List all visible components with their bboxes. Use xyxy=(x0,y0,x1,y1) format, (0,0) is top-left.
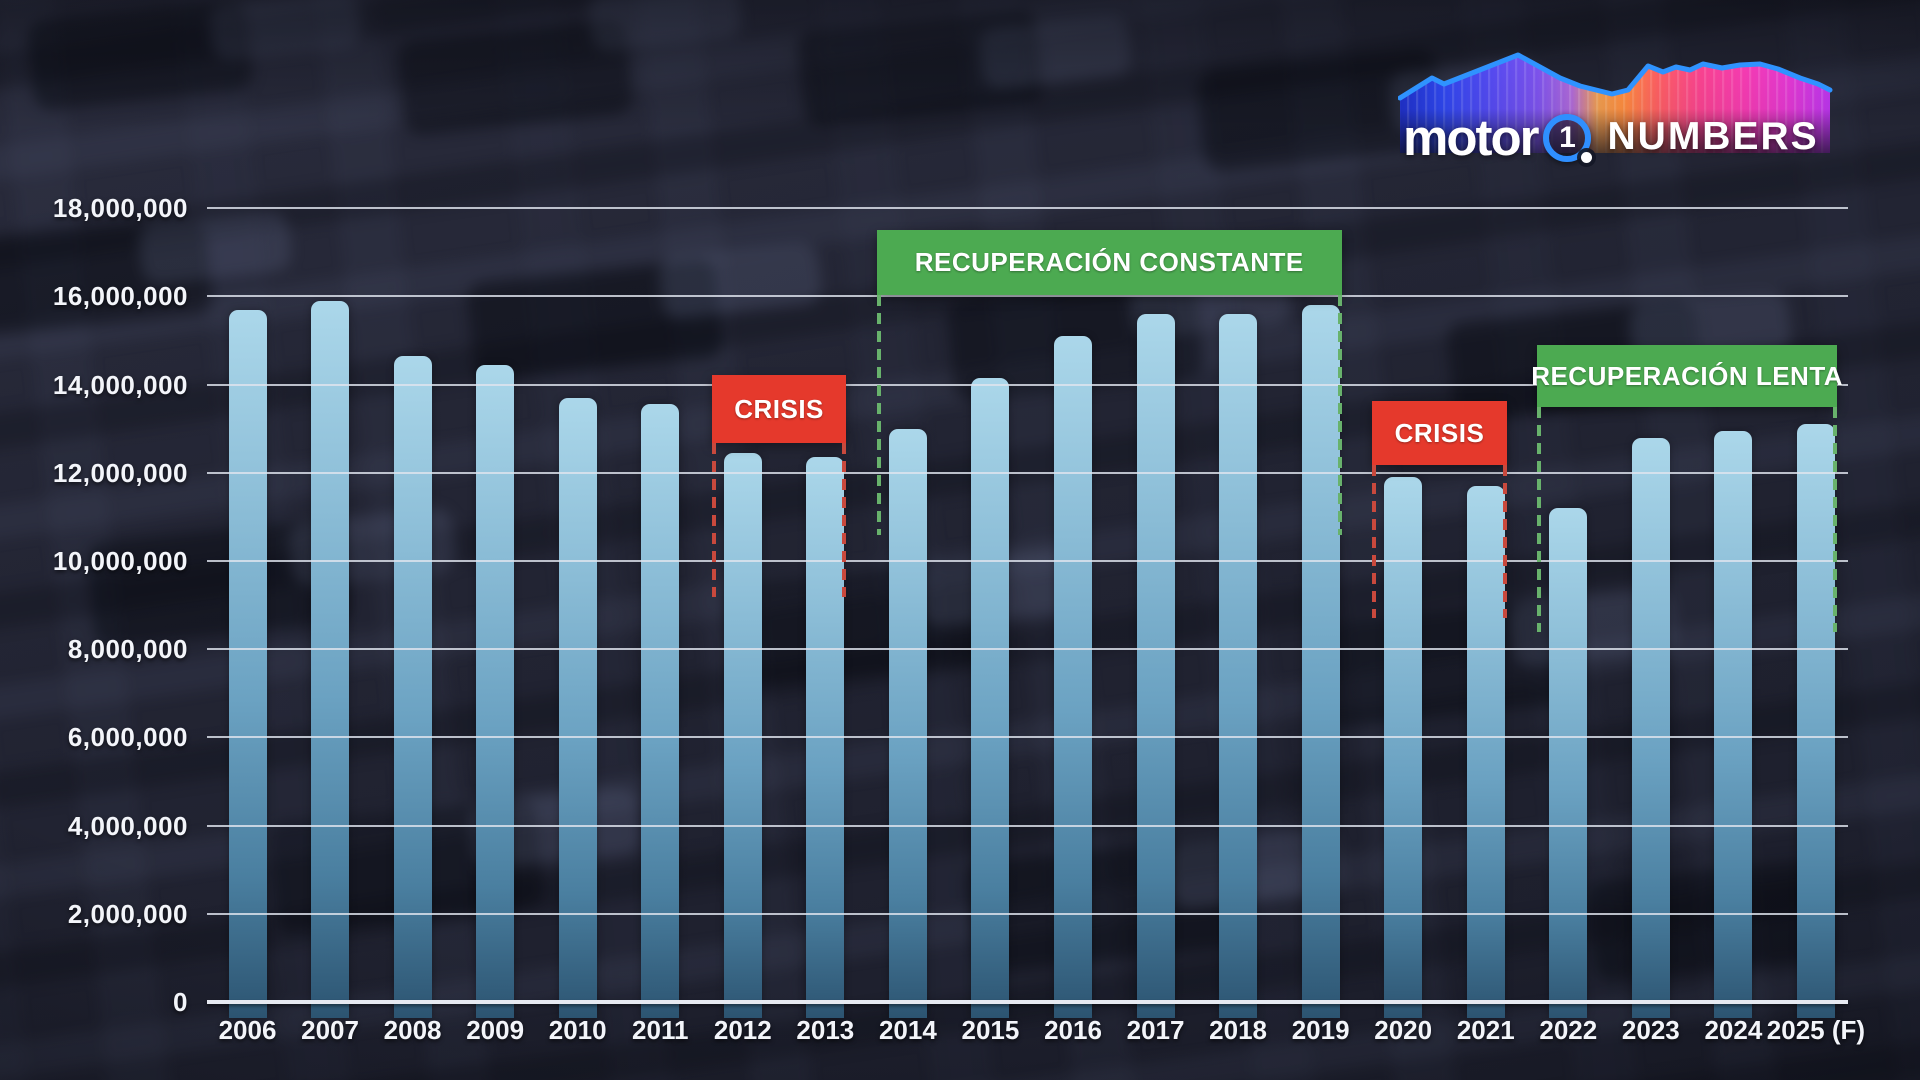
gridline xyxy=(207,560,1848,562)
annotation-dash-left xyxy=(711,443,716,597)
annotation-box-crisis: CRISIS xyxy=(1372,401,1507,465)
annotation-dash-left xyxy=(1372,465,1377,618)
annotation-dash-right xyxy=(1832,407,1837,632)
bar-2022 xyxy=(1549,508,1588,1018)
bar-2010 xyxy=(558,397,597,1018)
logo-brand-numbers: NUMBERS xyxy=(1607,115,1819,158)
x-axis-line xyxy=(207,1000,1848,1004)
y-tick-label: 14,000,000 xyxy=(52,369,188,400)
annotation-box-recovery: RECUPERACIÓN LENTA xyxy=(1531,345,1843,407)
bar-2006 xyxy=(228,309,267,1018)
logo-brand-motor: motor xyxy=(1403,108,1539,166)
logo-badge-one: 1 xyxy=(1543,114,1593,163)
annotation-dash-right xyxy=(1337,295,1342,535)
logo-period-dot xyxy=(1581,152,1593,163)
bar-2015 xyxy=(971,377,1010,1018)
annotation-dash-right xyxy=(842,443,847,597)
y-tick-label: 10,000,000 xyxy=(52,546,188,576)
bar-2019 xyxy=(1301,305,1340,1018)
bar-2024 xyxy=(1714,430,1753,1018)
bar-2016 xyxy=(1054,336,1092,1018)
bar-2014 xyxy=(888,428,927,1018)
bar-2008 xyxy=(393,355,432,1018)
y-tick-label: 18,000,000 xyxy=(52,193,188,224)
annotation-box-recovery: RECUPERACIÓN CONSTANTE xyxy=(876,230,1342,295)
gridline xyxy=(207,207,1848,210)
gridline xyxy=(207,648,1848,651)
annotation-dash-right xyxy=(1502,465,1507,618)
bar-2011 xyxy=(641,404,680,1018)
annotation-dash-left xyxy=(876,295,881,535)
motor1-numbers-logo: motor 1 NUMBERS xyxy=(1395,50,1875,185)
y-tick-label: 12,000,000 xyxy=(52,457,188,488)
y-tick-label: 16,000,000 xyxy=(52,281,188,312)
y-tick-label: 0 xyxy=(173,987,188,1017)
gridline xyxy=(207,736,1848,739)
bar-2009 xyxy=(476,364,515,1018)
gridline xyxy=(207,471,1848,474)
y-tick-label: 8,000,000 xyxy=(67,634,188,665)
bar-2007 xyxy=(311,300,350,1018)
annotation-dash-left xyxy=(1537,407,1542,632)
x-tick-label: 2025 (F) xyxy=(1766,1015,1866,1045)
logo-badge-one-digit: 1 xyxy=(1559,121,1576,154)
bar-2025 (F) xyxy=(1796,424,1835,1018)
bar-2023 xyxy=(1631,437,1670,1018)
bar-2021 xyxy=(1466,486,1505,1018)
gridline xyxy=(207,824,1848,827)
y-tick-label: 6,000,000 xyxy=(67,722,188,753)
y-tick-label: 4,000,000 xyxy=(67,810,188,841)
gridline xyxy=(207,295,1848,298)
gridline xyxy=(207,912,1848,915)
logo-text: motor 1 NUMBERS xyxy=(1403,108,1819,166)
annotation-box-crisis: CRISIS xyxy=(711,375,847,443)
y-tick-label: 2,000,000 xyxy=(67,898,188,929)
bar-2020 xyxy=(1384,477,1423,1018)
